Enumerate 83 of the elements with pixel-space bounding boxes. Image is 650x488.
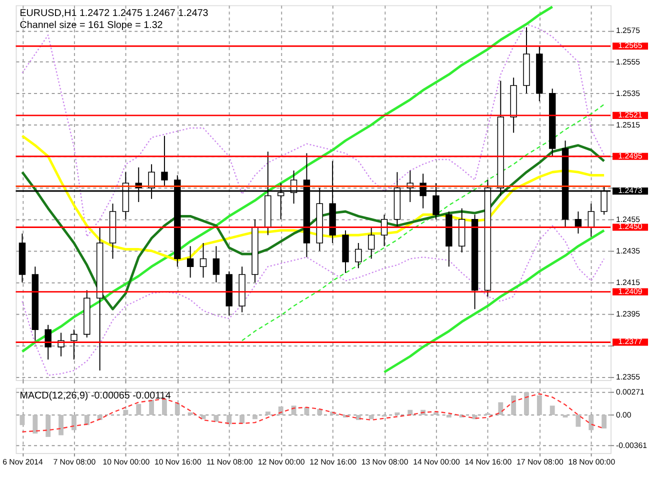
y-tick-label: 1.2395 bbox=[616, 309, 641, 318]
x-tick-label: 17 Nov 08:00 bbox=[516, 457, 564, 466]
line-series bbox=[241, 104, 605, 342]
y-tick-label: 1.2535 bbox=[616, 88, 641, 98]
ref-line-label: 1.2409 bbox=[618, 286, 642, 296]
x-tick-label: 12 Nov 16:00 bbox=[310, 457, 358, 466]
bar bbox=[123, 410, 128, 415]
x-tick-label: 6 Nov 2014 bbox=[2, 457, 44, 466]
bar bbox=[562, 414, 568, 418]
candlestick bbox=[161, 135, 168, 187]
bar bbox=[304, 407, 310, 415]
ref-line-label: 1.2565 bbox=[618, 41, 643, 50]
bar bbox=[434, 412, 438, 415]
x-tick-label: 18 Nov 00:00 bbox=[568, 457, 616, 466]
bar bbox=[84, 414, 90, 426]
x-tick-label: 10 Nov 16:00 bbox=[154, 457, 202, 466]
bar bbox=[498, 402, 504, 415]
y-tick-label: 1.2355 bbox=[616, 372, 641, 382]
x-tick-label: 7 Nov 08:00 bbox=[53, 457, 96, 466]
candlestick bbox=[186, 246, 194, 278]
y-tick-label: 0.00 bbox=[616, 410, 632, 420]
line-series bbox=[21, 6, 554, 353]
bar bbox=[317, 409, 322, 415]
bar bbox=[226, 414, 232, 424]
chart-title: MACD(12,26,9) -0.00065 -0.00114 bbox=[20, 390, 172, 402]
ref-line-label: 1.2495 bbox=[618, 151, 643, 160]
bar bbox=[46, 414, 51, 437]
bar bbox=[72, 414, 76, 430]
y-tick-label: 1.2455 bbox=[616, 214, 641, 224]
bar bbox=[32, 414, 38, 434]
candlestick bbox=[368, 226, 375, 260]
line-series bbox=[21, 144, 606, 310]
x-tick-label: 14 Nov 16:00 bbox=[464, 457, 512, 466]
x-tick-label: 12 Nov 00:00 bbox=[258, 457, 306, 466]
bar bbox=[162, 398, 167, 415]
y-tick-label: 1.2415 bbox=[616, 278, 641, 287]
bar bbox=[368, 414, 374, 420]
bar bbox=[394, 412, 400, 415]
bar bbox=[214, 414, 219, 422]
bar bbox=[136, 404, 142, 415]
x-tick-label: 14 Nov 00:00 bbox=[413, 457, 461, 466]
ref-line-label: 1.2450 bbox=[618, 222, 643, 232]
candlestick bbox=[44, 324, 52, 360]
line-series bbox=[383, 229, 606, 374]
bar bbox=[550, 406, 555, 415]
bar bbox=[408, 410, 413, 415]
bar bbox=[511, 396, 516, 415]
bar bbox=[174, 403, 180, 415]
bar bbox=[20, 414, 25, 426]
bar bbox=[149, 400, 154, 415]
candlestick bbox=[355, 242, 362, 269]
bar bbox=[576, 414, 581, 427]
y-tick-label: 1.2435 bbox=[616, 246, 641, 256]
x-tick-label: 10 Nov 00:00 bbox=[102, 457, 150, 466]
y-tick-label: 1.2515 bbox=[616, 120, 641, 130]
bar bbox=[265, 412, 270, 415]
annotation: Channel size = 161 Slope = 1.32 bbox=[20, 20, 163, 31]
bar bbox=[536, 396, 542, 415]
chart-title: EURUSD,H1 1.2472 1.2475 1.2467 1.2473 bbox=[20, 8, 209, 20]
line-series bbox=[22, 225, 605, 376]
ref-line-label: 1.2473 bbox=[618, 186, 643, 195]
ref-line-label: 1.2377 bbox=[618, 337, 642, 346]
bar bbox=[252, 414, 258, 420]
bar bbox=[58, 414, 64, 436]
bar bbox=[524, 392, 529, 415]
candlestick bbox=[588, 203, 595, 238]
x-tick-label: 11 Nov 08:00 bbox=[206, 457, 254, 466]
bar bbox=[602, 414, 607, 428]
y-tick-label: 1.2575 bbox=[616, 26, 641, 35]
x-tick-label: 13 Nov 08:00 bbox=[361, 457, 409, 466]
candlestick bbox=[212, 246, 220, 283]
y-tick-label: 0.00271 bbox=[616, 388, 644, 396]
ref-line-label: 1.2521 bbox=[618, 110, 642, 120]
bar bbox=[356, 414, 361, 420]
candlestick bbox=[70, 329, 78, 360]
bar bbox=[588, 414, 594, 430]
y-tick-label: 1.2555 bbox=[616, 57, 641, 66]
y-tick-label: -0.00361 bbox=[616, 440, 648, 450]
line-series bbox=[22, 393, 605, 432]
bar bbox=[446, 414, 452, 418]
bar bbox=[240, 414, 245, 424]
candlestick bbox=[200, 242, 207, 278]
bar bbox=[188, 412, 193, 415]
